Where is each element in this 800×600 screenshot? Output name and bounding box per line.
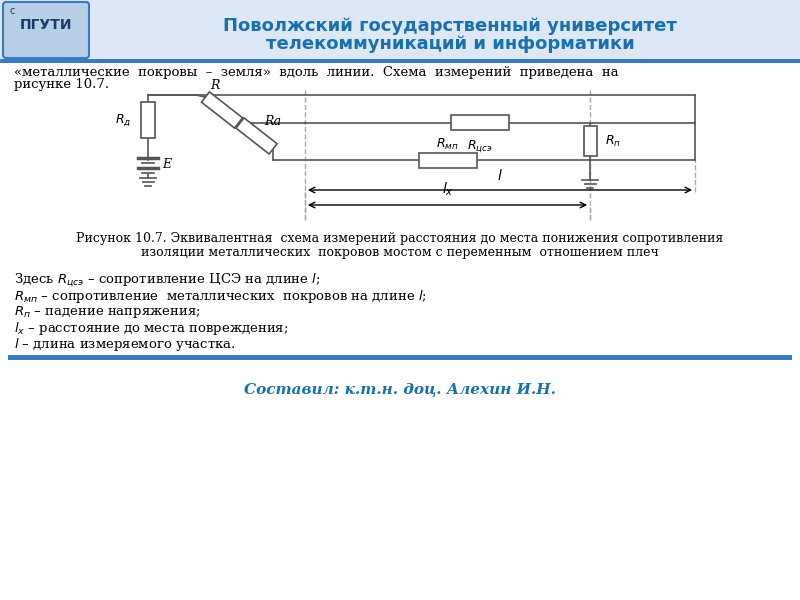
Text: $R_{мп}$: $R_{мп}$ — [436, 137, 459, 152]
Text: телекоммуникаций и информатики: телекоммуникаций и информатики — [266, 35, 634, 53]
Bar — [583, 127, 597, 157]
Text: E: E — [162, 158, 171, 172]
Text: рисунке 10.7.: рисунке 10.7. — [14, 78, 109, 91]
Text: $l_x$: $l_x$ — [442, 181, 454, 198]
Text: $R_{цсэ}$: $R_{цсэ}$ — [467, 139, 493, 155]
Bar — [202, 92, 242, 128]
Text: Поволжский государственный университет: Поволжский государственный университет — [223, 17, 677, 35]
Bar — [418, 152, 477, 167]
Text: Рисунок 10.7. Эквивалентная  схема измерений расстояния до места понижения сопро: Рисунок 10.7. Эквивалентная схема измере… — [76, 232, 724, 245]
Text: $l$: $l$ — [497, 168, 503, 183]
Bar — [0, 0, 800, 60]
Text: изоляции металлических  покровов мостом с переменным  отношением плеч: изоляции металлических покровов мостом с… — [141, 246, 659, 259]
Text: Составил: к.т.н. доц. Алехин И.Н.: Составил: к.т.н. доц. Алехин И.Н. — [244, 383, 556, 397]
Text: $R_{п}$ – падение напряжения;: $R_{п}$ – падение напряжения; — [14, 304, 201, 320]
Bar — [141, 102, 155, 138]
Text: $l_{x}$ – расстояние до места повреждения;: $l_{x}$ – расстояние до места повреждени… — [14, 320, 289, 337]
Text: $l$ – длина измеряемого участка.: $l$ – длина измеряемого участка. — [14, 336, 236, 353]
Text: с: с — [10, 6, 15, 16]
Text: $R_{мп}$ – сопротивление  металлических  покровов на длине $l$;: $R_{мп}$ – сопротивление металлических п… — [14, 288, 427, 305]
Text: Ra: Ra — [265, 115, 282, 128]
Text: «металлические  покровы  –  земля»  вдоль  линии.  Схема  измерений  приведена  : «металлические покровы – земля» вдоль ли… — [14, 66, 618, 79]
FancyBboxPatch shape — [3, 2, 89, 58]
Text: $R_{д}$: $R_{д}$ — [115, 112, 131, 128]
Bar — [8, 355, 792, 360]
Text: R: R — [210, 79, 220, 92]
Bar — [451, 115, 509, 130]
Text: Здесь $R_{цсэ}$ – сопротивление ЦСЭ на длине $l$;: Здесь $R_{цсэ}$ – сопротивление ЦСЭ на д… — [14, 272, 321, 289]
Text: $R_{п}$: $R_{п}$ — [605, 134, 621, 149]
Bar — [0, 59, 800, 63]
Text: ПГУТИ: ПГУТИ — [20, 18, 72, 32]
Bar — [236, 118, 277, 154]
